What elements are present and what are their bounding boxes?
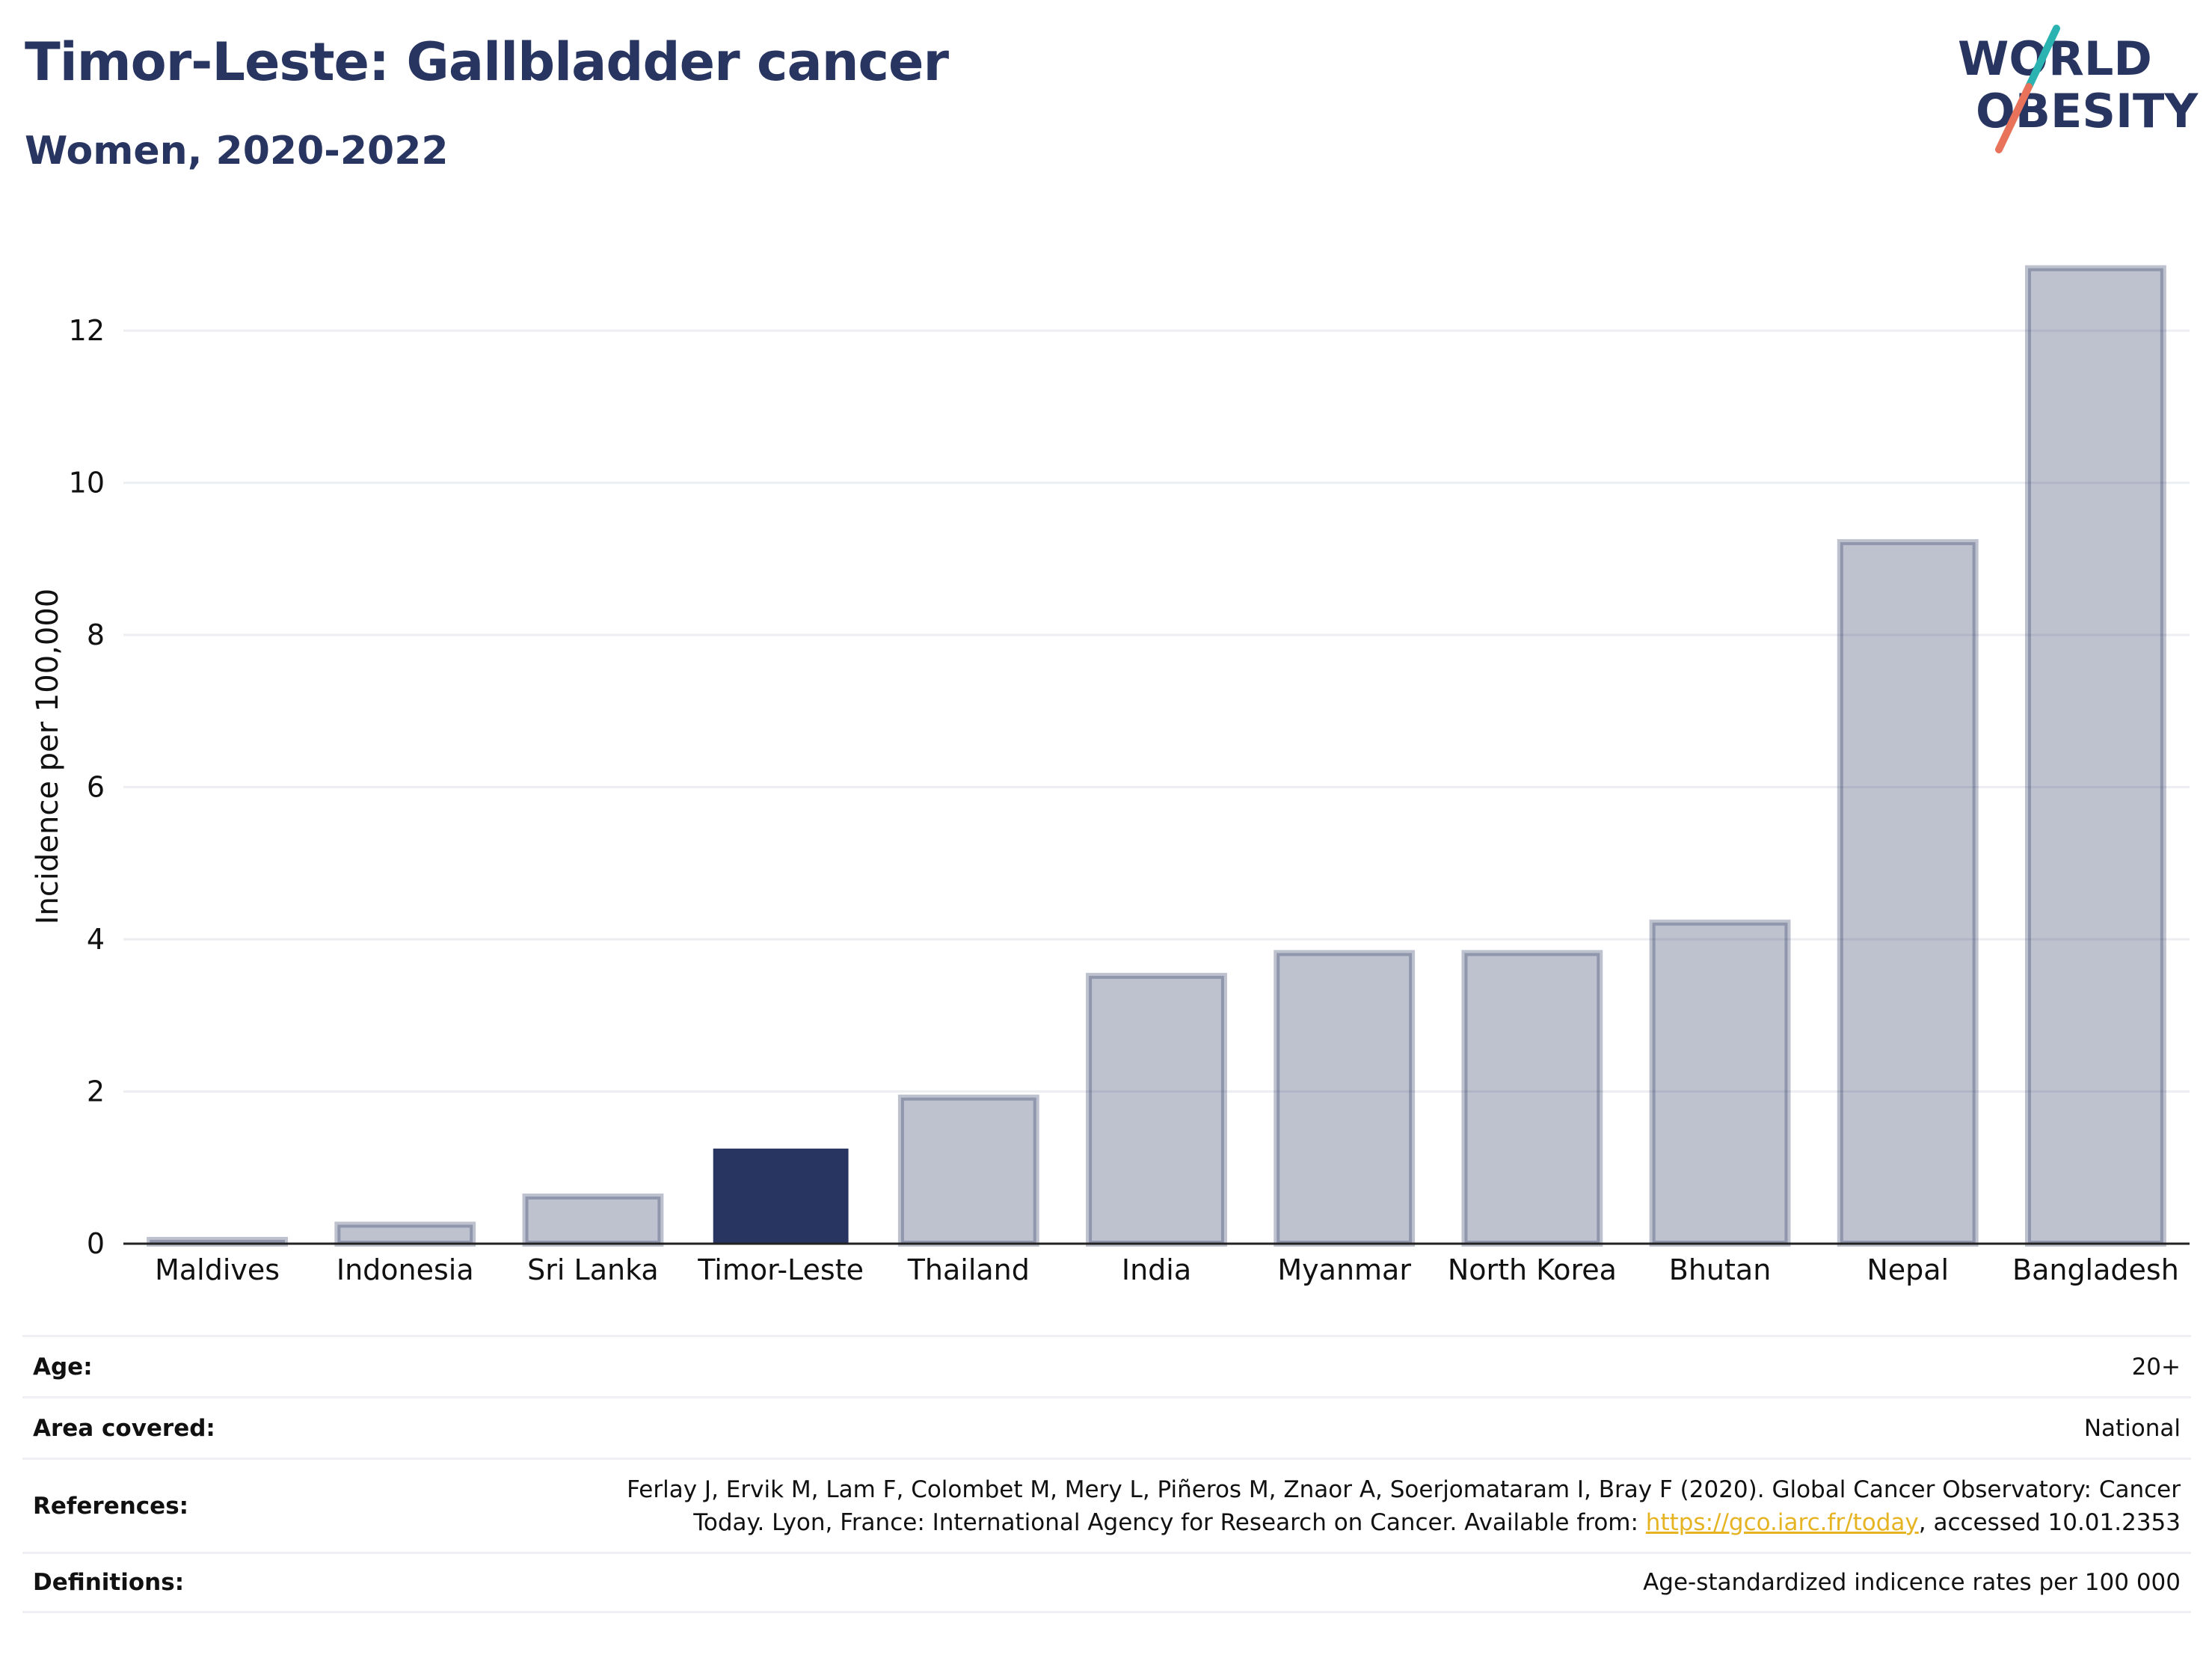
bar-bangladesh (2024, 265, 2166, 1247)
bar-timor-leste (713, 1148, 849, 1244)
meta-row: Area covered: National (22, 1396, 2191, 1458)
grid-lines (123, 329, 2190, 1093)
y-axis: 0 2 4 6 8 10 12 (69, 314, 105, 1260)
meta-key: References: (33, 1492, 189, 1520)
meta-value: National (2083, 1414, 2181, 1442)
meta-value: Age-standardized indicence rates per 100… (1643, 1569, 2181, 1596)
logo-line-2: OBESITY (1976, 84, 2199, 138)
y-tick-label: 0 (87, 1227, 105, 1260)
x-tick-label: India (1122, 1253, 1191, 1286)
chart-subtitle: Women, 2020-2022 (25, 129, 449, 174)
y-tick-label: 12 (69, 314, 105, 347)
y-axis-label: Incidence per 100,000 (31, 589, 65, 925)
x-tick-label: Timor-Leste (697, 1253, 864, 1286)
reference-line-1: Ferlay J, Ervik M, Lam F, Colombet M, Me… (627, 1476, 2181, 1503)
meta-value: 20+ (2131, 1353, 2181, 1381)
x-tick-label: Myanmar (1277, 1253, 1411, 1286)
meta-key: Definitions: (33, 1569, 185, 1596)
bar-north-korea (1461, 950, 1603, 1247)
y-tick-label: 6 (87, 771, 105, 804)
bars (147, 265, 2166, 1247)
meta-row: Definitions: Age-standardized indicence r… (22, 1552, 2191, 1613)
meta-key: Age: (33, 1353, 93, 1381)
x-tick-label: Bangladesh (2012, 1253, 2179, 1286)
bar-bhutan (1649, 919, 1791, 1247)
x-tick-label: Bhutan (1669, 1253, 1772, 1286)
x-tick-label: Indonesia (337, 1253, 474, 1286)
reference-line-2: Today. Lyon, France: International Agenc… (693, 1508, 2181, 1536)
world-obesity-logo: WORLD OBESITY (1958, 25, 2199, 153)
bar-myanmar (1274, 950, 1416, 1247)
metadata-table: Age: 20+ Area covered: National References: F… (22, 1335, 2191, 1613)
y-tick-label: 8 (87, 618, 105, 651)
bar-chart: Maldives Indonesia Sri Lanka Timor-Leste Tha… (31, 265, 2190, 1286)
reference-link[interactable]: https://gco.iarc.fr/today (1645, 1508, 1919, 1536)
chart-title: Timor-Leste: Gallbladder cancer (25, 31, 949, 93)
x-tick-label: Maldives (155, 1253, 280, 1286)
y-tick-label: 10 (69, 467, 105, 500)
meta-key: Area covered: (33, 1414, 215, 1442)
x-tick-label: North Korea (1448, 1253, 1617, 1286)
x-tick-label: Sri Lanka (527, 1253, 659, 1286)
x-axis: Maldives Indonesia Sri Lanka Timor-Leste Tha… (123, 1242, 2190, 1286)
x-tick-label: Thailand (907, 1253, 1030, 1286)
y-tick-label: 2 (87, 1075, 105, 1108)
logo-slash-teal (2025, 25, 2060, 90)
meta-row: Age: 20+ (22, 1335, 2191, 1396)
y-tick-label: 4 (87, 923, 105, 956)
bar-nepal (1837, 538, 1979, 1247)
logo-slash-coral (1995, 83, 2033, 153)
bar-thailand (897, 1094, 1039, 1247)
bar-sri-lanka (522, 1193, 664, 1247)
meta-row: References: Ferlay J, Ervik M, Lam F, Col… (22, 1458, 2191, 1552)
bar-indonesia (334, 1221, 476, 1247)
meta-value: Ferlay J, Ervik M, Lam F, Colombet M, Me… (627, 1473, 2181, 1539)
bar-india (1086, 972, 1227, 1247)
logo-line-1: WORLD (1958, 31, 2152, 86)
x-tick-label: Nepal (1867, 1253, 1949, 1286)
